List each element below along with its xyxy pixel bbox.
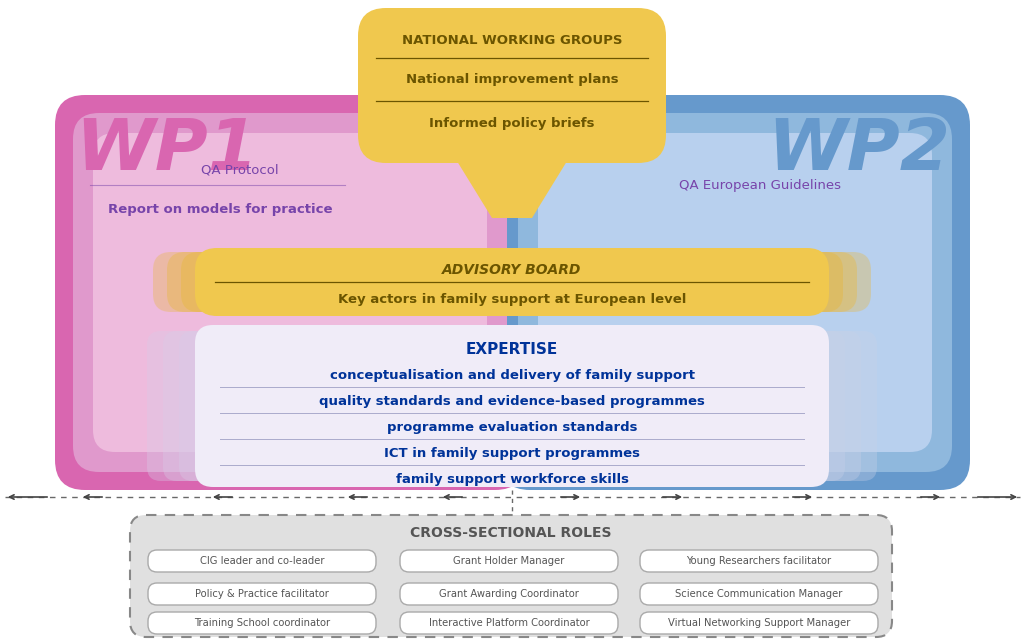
FancyBboxPatch shape [148, 550, 376, 572]
Text: Grant Holder Manager: Grant Holder Manager [454, 556, 564, 566]
FancyBboxPatch shape [195, 325, 829, 487]
Text: CROSS-SECTIONAL ROLES: CROSS-SECTIONAL ROLES [411, 526, 611, 540]
FancyBboxPatch shape [358, 8, 666, 163]
FancyBboxPatch shape [538, 133, 932, 452]
FancyBboxPatch shape [718, 252, 857, 312]
FancyBboxPatch shape [148, 612, 376, 634]
Text: Report on models for practice: Report on models for practice [108, 204, 332, 216]
FancyBboxPatch shape [148, 583, 376, 605]
Text: Training School coordinator: Training School coordinator [194, 618, 330, 628]
FancyBboxPatch shape [400, 550, 618, 572]
Text: Grant Awarding Coordinator: Grant Awarding Coordinator [439, 589, 579, 599]
FancyBboxPatch shape [73, 113, 507, 472]
FancyBboxPatch shape [163, 331, 290, 481]
Text: Virtual Networking Support Manager: Virtual Networking Support Manager [668, 618, 850, 628]
Text: family support workforce skills: family support workforce skills [395, 474, 629, 487]
FancyBboxPatch shape [734, 331, 861, 481]
Text: Science Communication Manager: Science Communication Manager [675, 589, 843, 599]
FancyBboxPatch shape [640, 612, 878, 634]
Text: QA Protocol: QA Protocol [201, 164, 279, 177]
FancyBboxPatch shape [167, 252, 306, 312]
Text: ADVISORY BOARD: ADVISORY BOARD [442, 263, 582, 277]
Text: ICT in family support programmes: ICT in family support programmes [384, 447, 640, 460]
Text: NATIONAL WORKING GROUPS: NATIONAL WORKING GROUPS [401, 33, 623, 46]
FancyBboxPatch shape [153, 252, 293, 312]
Text: WP2: WP2 [767, 116, 950, 184]
FancyBboxPatch shape [195, 248, 829, 316]
Text: Interactive Platform Coordinator: Interactive Platform Coordinator [429, 618, 590, 628]
FancyBboxPatch shape [147, 331, 273, 481]
FancyBboxPatch shape [93, 133, 487, 452]
FancyBboxPatch shape [400, 583, 618, 605]
FancyBboxPatch shape [640, 583, 878, 605]
Text: programme evaluation standards: programme evaluation standards [387, 422, 637, 435]
FancyBboxPatch shape [400, 612, 618, 634]
FancyBboxPatch shape [500, 95, 970, 490]
FancyBboxPatch shape [181, 252, 321, 312]
Text: WP1: WP1 [75, 116, 258, 184]
FancyBboxPatch shape [703, 252, 843, 312]
Text: EXPERTISE: EXPERTISE [466, 342, 558, 358]
Text: QA European Guidelines: QA European Guidelines [679, 178, 841, 191]
Text: Policy & Practice facilitator: Policy & Practice facilitator [195, 589, 329, 599]
Text: conceptualisation and delivery of family support: conceptualisation and delivery of family… [330, 370, 694, 383]
Text: Key actors in family support at European level: Key actors in family support at European… [338, 293, 686, 306]
FancyBboxPatch shape [179, 331, 306, 481]
FancyBboxPatch shape [731, 252, 871, 312]
Text: quality standards and evidence-based programmes: quality standards and evidence-based pro… [319, 395, 705, 408]
FancyBboxPatch shape [130, 515, 892, 637]
FancyBboxPatch shape [718, 331, 845, 481]
FancyBboxPatch shape [55, 95, 525, 490]
Text: CIG leader and co-leader: CIG leader and co-leader [200, 556, 325, 566]
FancyBboxPatch shape [640, 550, 878, 572]
Polygon shape [452, 153, 572, 218]
Text: National improvement plans: National improvement plans [406, 73, 618, 87]
Text: Young Researchers facilitator: Young Researchers facilitator [686, 556, 831, 566]
FancyBboxPatch shape [751, 331, 877, 481]
Text: Informed policy briefs: Informed policy briefs [429, 117, 595, 130]
FancyBboxPatch shape [518, 113, 952, 472]
